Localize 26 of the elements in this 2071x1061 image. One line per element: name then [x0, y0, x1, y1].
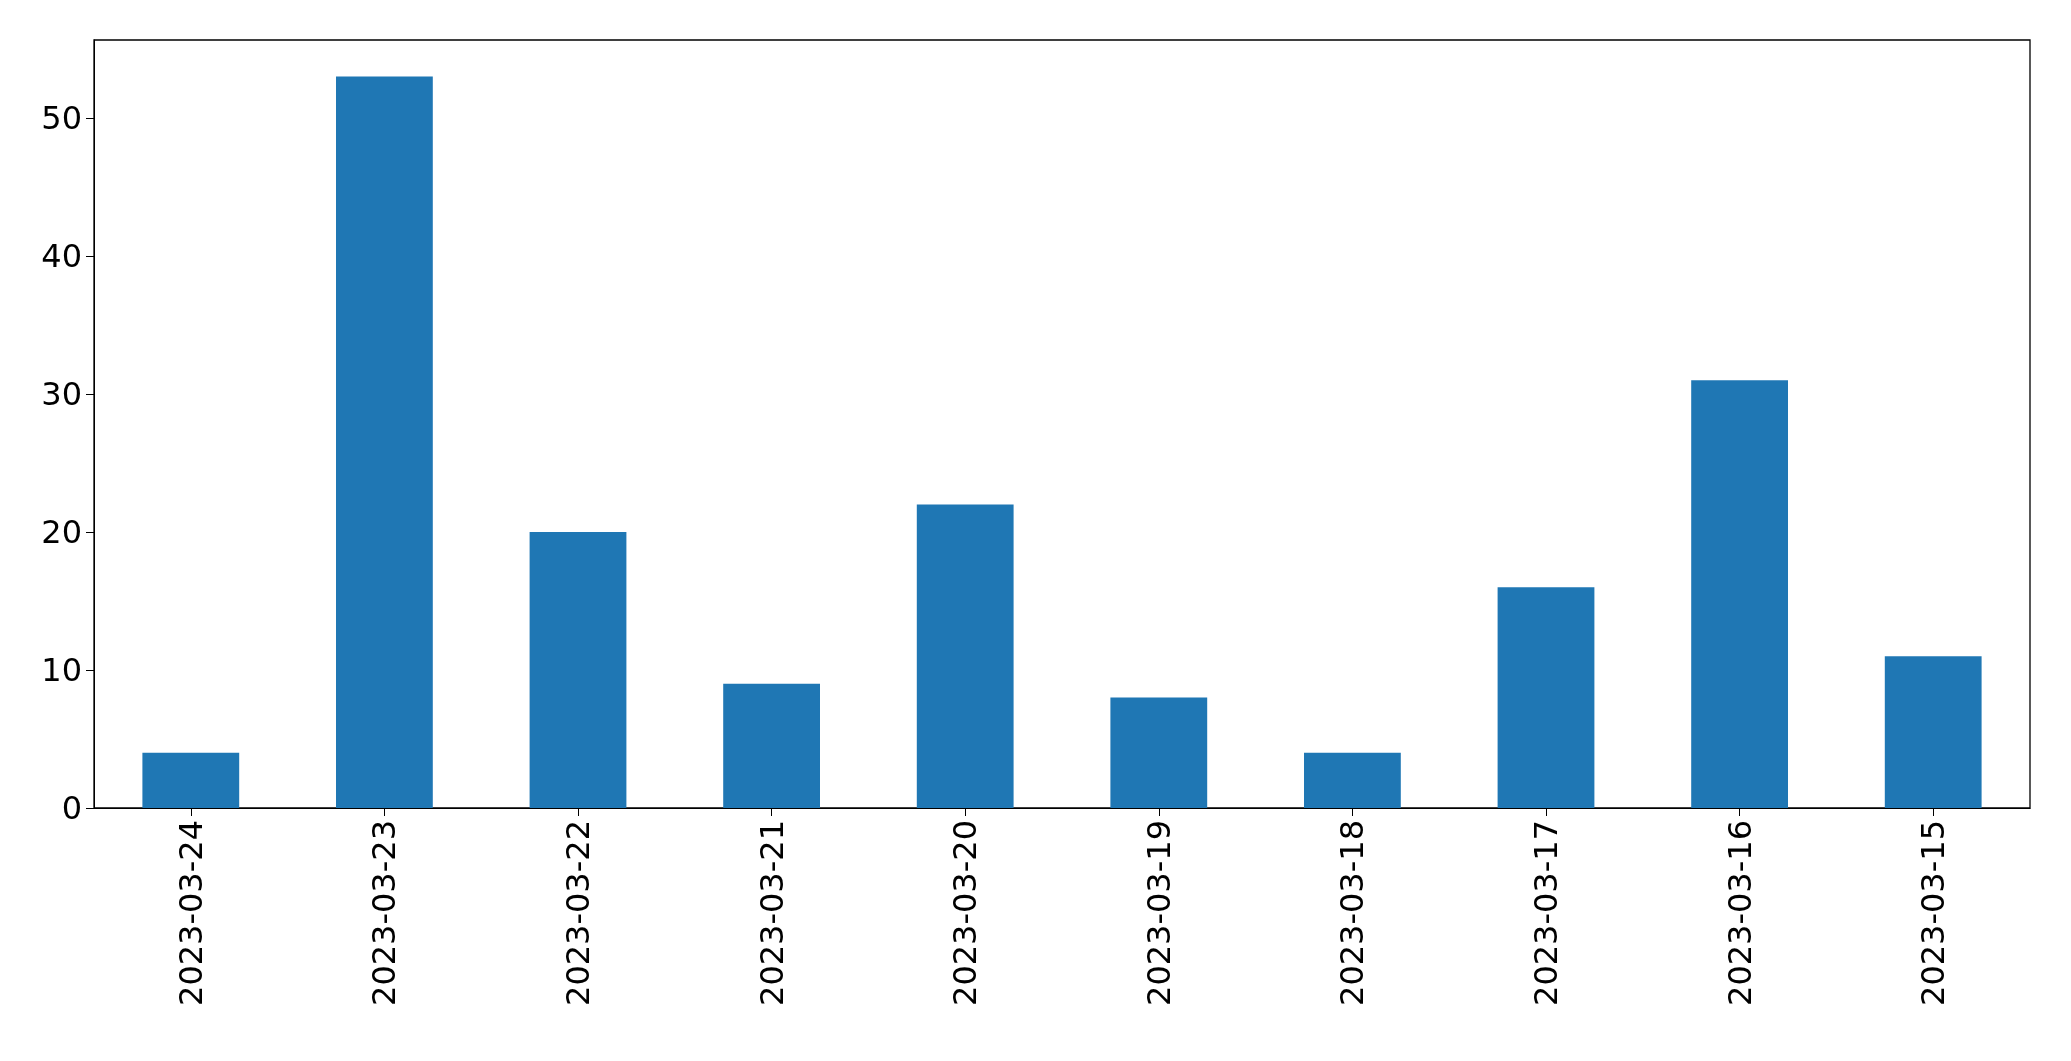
x-tick-label: 2023-03-19 — [1139, 820, 1178, 1006]
y-tick-label: 10 — [41, 650, 82, 689]
y-tick-label: 40 — [41, 236, 82, 275]
x-tick-label: 2023-03-18 — [1333, 820, 1372, 1006]
x-tick-label: 2023-03-23 — [365, 820, 404, 1006]
bar — [723, 683, 820, 808]
bar — [1691, 380, 1788, 808]
bar — [1497, 587, 1595, 808]
x-tick-label: 2023-03-24 — [171, 820, 210, 1006]
bar — [336, 76, 433, 808]
y-tick-label: 20 — [41, 512, 82, 551]
bar — [529, 531, 627, 808]
x-tick-label: 2023-03-20 — [946, 820, 985, 1006]
bar — [1304, 752, 1401, 808]
y-tick-label: 50 — [41, 98, 82, 137]
bar — [142, 752, 240, 808]
y-tick-label: 30 — [41, 374, 82, 413]
bar — [916, 504, 1014, 808]
x-tick-label: 2023-03-17 — [1527, 820, 1565, 1006]
bar — [1884, 656, 1982, 808]
x-tick-label: 2023-03-21 — [752, 820, 791, 1006]
x-tick-label: 2023-03-15 — [1914, 820, 1953, 1006]
x-tick-label: 2023-03-16 — [1720, 820, 1759, 1006]
x-tick-label: 2023-03-22 — [559, 820, 597, 1006]
y-tick-label: 0 — [61, 789, 82, 827]
bar — [1110, 697, 1208, 808]
